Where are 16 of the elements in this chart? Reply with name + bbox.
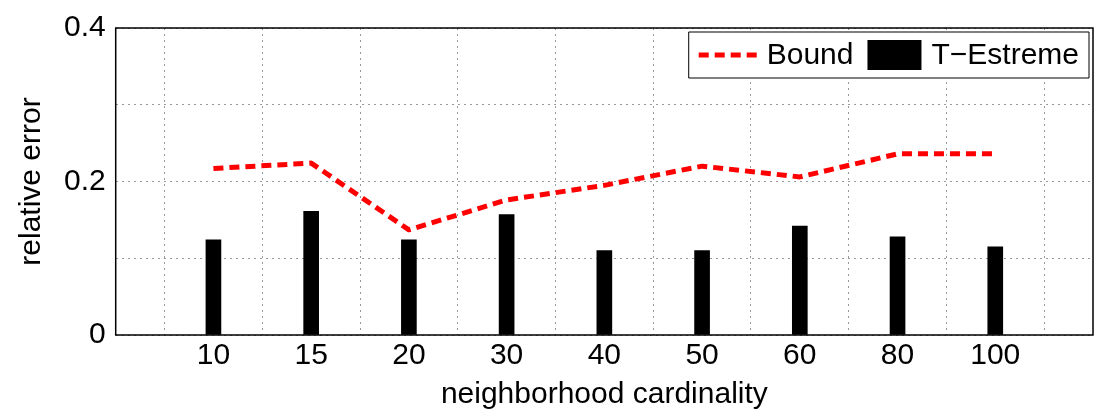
x-tick-label: 60 bbox=[783, 337, 817, 371]
legend-label: Bound bbox=[766, 37, 854, 71]
y-axis-title: relative error bbox=[13, 97, 47, 266]
x-tick-label: 40 bbox=[587, 337, 622, 371]
x-tick-label: 100 bbox=[970, 337, 1021, 371]
y-tick-label: 0.4 bbox=[63, 9, 106, 43]
x-tick-label: 10 bbox=[196, 337, 231, 371]
y-tick-label: 0 bbox=[89, 316, 106, 350]
x-axis-title: neighborhood cardinality bbox=[440, 376, 768, 410]
y-tick-label: 0.2 bbox=[63, 162, 106, 196]
x-tick-label: 50 bbox=[685, 337, 719, 371]
x-tick-label: 15 bbox=[294, 337, 328, 371]
x-tick-label: 20 bbox=[392, 337, 426, 371]
x-tick-label: 30 bbox=[489, 337, 524, 371]
x-tick-label: 80 bbox=[880, 337, 915, 371]
legend-label: T−Estreme bbox=[931, 37, 1080, 71]
